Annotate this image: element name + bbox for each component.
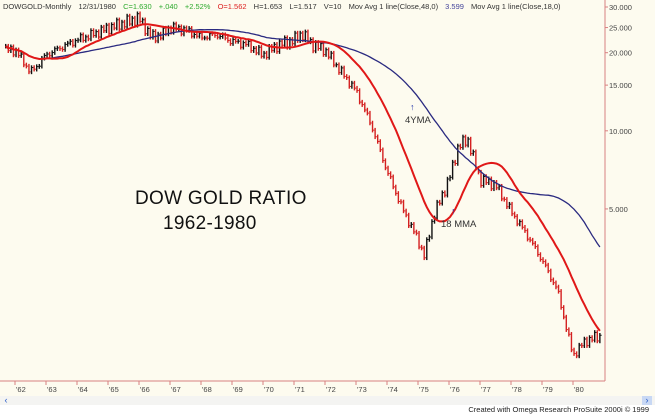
scroll-right-button[interactable]: › bbox=[642, 396, 652, 405]
x-tick-label: '78 bbox=[512, 385, 522, 394]
footer-credit: Created with Omega Research ProSuite 200… bbox=[468, 405, 649, 414]
x-tick-label: '70 bbox=[264, 385, 274, 394]
high-label: H=1.653 bbox=[253, 2, 283, 11]
x-tick-label: '71 bbox=[295, 385, 305, 394]
price-chart: 30.000 25.000 20.000 15.000 10.000 5.000 '62 '6… bbox=[0, 0, 632, 394]
x-tick-label: '63 bbox=[47, 385, 57, 394]
horizontal-scrollbar[interactable]: ‹ › bbox=[0, 396, 655, 405]
x-tick-label: '72 bbox=[326, 385, 336, 394]
y-tick-label: 10.000 bbox=[609, 127, 632, 136]
x-tick-label: '73 bbox=[357, 385, 367, 394]
x-tick-label: '79 bbox=[543, 385, 553, 394]
arrow-up-icon: ↑ bbox=[451, 206, 456, 216]
y-tick-label: 25.000 bbox=[609, 24, 632, 33]
scroll-left-button[interactable]: ‹ bbox=[4, 395, 8, 405]
y-tick-label: 30.000 bbox=[609, 3, 632, 12]
moving-average-48 bbox=[5, 28, 601, 248]
ma18-label: Mov Avg 1 line(Close,18,0) bbox=[471, 2, 561, 11]
open-label: O=1.562 bbox=[217, 2, 247, 11]
change-pct-label: +2.52% bbox=[184, 2, 211, 11]
x-tick-label: '68 bbox=[202, 385, 212, 394]
x-tick-label: '76 bbox=[450, 385, 460, 394]
chart-area: 30.000 25.000 20.000 15.000 10.000 5.000 '62 '6… bbox=[0, 0, 655, 396]
x-tick-label: '69 bbox=[233, 385, 243, 394]
low-label: L=1.517 bbox=[289, 2, 317, 11]
arrow-up-icon: ↑ bbox=[410, 102, 415, 112]
x-tick-label: '62 bbox=[16, 385, 26, 394]
x-tick-label: '74 bbox=[388, 385, 398, 394]
x-tick-label: '65 bbox=[109, 385, 119, 394]
y-tick-label: 20.000 bbox=[609, 49, 632, 58]
x-tick-label: '75 bbox=[419, 385, 429, 394]
chart-title-line2: 1962-1980 bbox=[163, 213, 257, 234]
volume-label: V=10 bbox=[323, 2, 342, 11]
x-tick-label: '77 bbox=[481, 385, 491, 394]
chart-title-line1: DOW GOLD RATIO bbox=[135, 188, 307, 209]
x-tick-label: '67 bbox=[171, 385, 181, 394]
chart-header: DOWGOLD-Monthly 12/31/1980 C=1.630 +.040… bbox=[3, 2, 566, 11]
change-label: +.040 bbox=[158, 2, 178, 11]
y-tick-label: 15.000 bbox=[609, 81, 632, 90]
annotation-4yma: 4YMA bbox=[405, 115, 431, 126]
close-label: C=1.630 bbox=[123, 2, 152, 11]
ma48-label: Mov Avg 1 line(Close,48,0) bbox=[348, 2, 439, 11]
date-label: 12/31/1980 bbox=[78, 2, 116, 11]
x-tick-label: '66 bbox=[140, 385, 150, 394]
x-tick-label: '80 bbox=[574, 385, 584, 394]
y-tick-label: 5.000 bbox=[609, 205, 628, 214]
symbol-label: DOWGOLD-Monthly bbox=[3, 2, 72, 11]
annotation-18mma: 18 MMA bbox=[441, 219, 477, 230]
ma18-value: 3.599 bbox=[445, 2, 464, 11]
x-tick-label: '64 bbox=[78, 385, 88, 394]
moving-average-18 bbox=[5, 23, 601, 332]
